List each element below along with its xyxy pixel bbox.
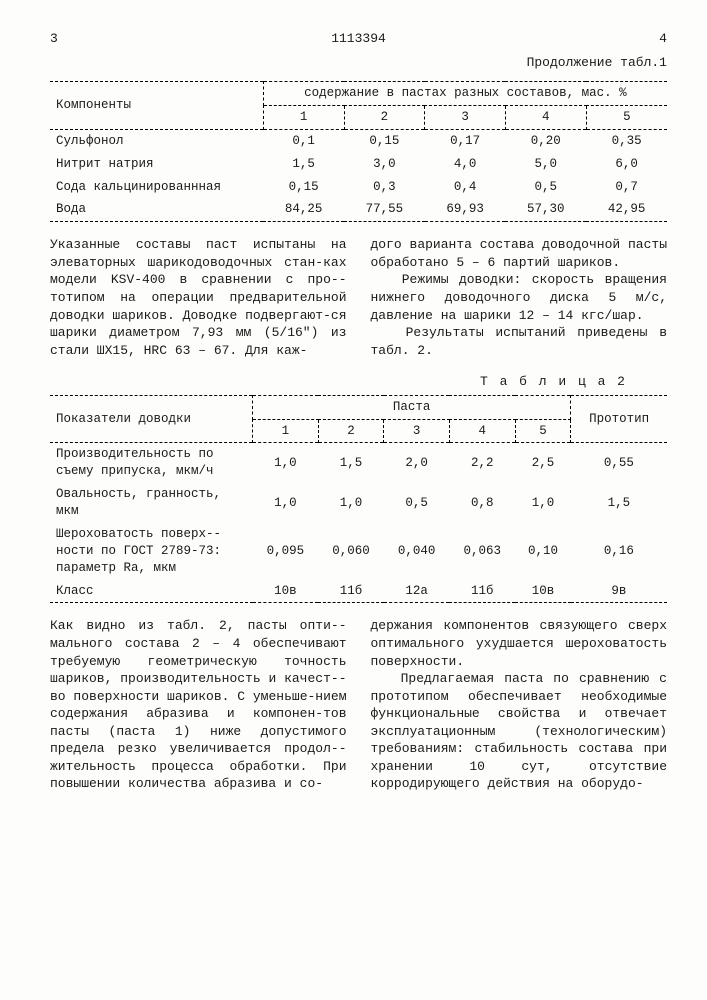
t2-band-label: Паста [253, 395, 571, 419]
t1-col: 3 [425, 105, 506, 129]
t1-cell: 77,55 [344, 198, 425, 221]
t1-cell: 1,5 [263, 153, 344, 176]
t1-cell: 0,4 [425, 176, 506, 199]
table-2: Показатели доводки Паста Прототип 12345 … [50, 395, 667, 604]
t1-band-label: содержание в пастах разных составов, мас… [263, 82, 667, 106]
t1-cell: 57,30 [505, 198, 586, 221]
page-right: 4 [659, 30, 667, 48]
t1-col: 2 [344, 105, 425, 129]
t1-cell: 0,35 [586, 129, 667, 152]
bot-right: держания компонентов связующего сверх оп… [371, 617, 668, 792]
continuation-label: Продолжение табл.1 [50, 54, 667, 72]
t2-cell: 0,095 [253, 523, 319, 580]
t2-cell: 1,0 [318, 483, 384, 523]
bot-left: Как видно из табл. 2, пасты опти-­мально… [50, 617, 347, 792]
t1-col: 1 [263, 105, 344, 129]
t2-cell: 1,0 [253, 483, 319, 523]
t2-cell: 10в [253, 580, 319, 603]
t1-cell: 0,5 [505, 176, 586, 199]
t2-cell: 10в [515, 580, 571, 603]
t1-cell: 0,15 [344, 129, 425, 152]
t1-row-name: Сульфонол [50, 129, 263, 152]
t2-cell: 11б [318, 580, 384, 603]
t2-cell: 2,0 [384, 443, 450, 483]
t1-cell: 3,0 [344, 153, 425, 176]
t2-cell: 1,5 [571, 483, 667, 523]
t2-proto: Прототип [571, 395, 667, 443]
t1-cell: 0,20 [505, 129, 586, 152]
t2-col: 5 [515, 419, 571, 443]
t2-row-name: Производительность по съему припуска, мк… [50, 443, 253, 483]
t2-cell: 9в [571, 580, 667, 603]
t2-cell: 2,5 [515, 443, 571, 483]
t2-row-name: Овальность, гранность, мкм [50, 483, 253, 523]
t1-cell: 5,0 [505, 153, 586, 176]
t1-cell: 6,0 [586, 153, 667, 176]
mid-right: дого варианта состава доводочной пасты о… [371, 236, 668, 359]
t2-cell: 1,0 [253, 443, 319, 483]
t2-cell: 0,16 [571, 523, 667, 580]
t1-cell: 4,0 [425, 153, 506, 176]
t2-cell: 1,5 [318, 443, 384, 483]
t1-row-name: Сода кальцинированнная [50, 176, 263, 199]
t1-comp-label: Компоненты [50, 82, 263, 130]
t2-row-label: Показатели доводки [50, 395, 253, 443]
t2-row-name: Класс [50, 580, 253, 603]
t1-col: 5 [586, 105, 667, 129]
t2-col: 2 [318, 419, 384, 443]
t2-col: 4 [449, 419, 515, 443]
t1-cell: 0,15 [263, 176, 344, 199]
t2-cell: 0,5 [384, 483, 450, 523]
page-left: 3 [50, 30, 58, 48]
t2-cell: 0,8 [449, 483, 515, 523]
t2-cell: 2,2 [449, 443, 515, 483]
t2-cell: 0,063 [449, 523, 515, 580]
t2-cell: 1,0 [515, 483, 571, 523]
table-1: Компоненты содержание в пастах разных со… [50, 81, 667, 222]
t2-col: 1 [253, 419, 319, 443]
t2-cell: 0,55 [571, 443, 667, 483]
t2-row-name: Шероховатость поверх-­ности по ГОСТ 2789… [50, 523, 253, 580]
t1-cell: 0,17 [425, 129, 506, 152]
t1-row-name: Вода [50, 198, 263, 221]
t1-cell: 84,25 [263, 198, 344, 221]
t2-col: 3 [384, 419, 450, 443]
t2-cell: 12а [384, 580, 450, 603]
t1-cell: 0,7 [586, 176, 667, 199]
mid-left: Указанные составы паст испытаны на элева… [50, 236, 347, 359]
t1-cell: 0,1 [263, 129, 344, 152]
mid-text: Указанные составы паст испытаны на элева… [50, 236, 667, 359]
t1-row-name: Нитрит натрия [50, 153, 263, 176]
t1-cell: 0,3 [344, 176, 425, 199]
t1-cell: 69,93 [425, 198, 506, 221]
bottom-text: Как видно из табл. 2, пасты опти-­мально… [50, 617, 667, 792]
t2-cell: 0,040 [384, 523, 450, 580]
t2-cell: 0,060 [318, 523, 384, 580]
doc-number: 1113394 [331, 30, 386, 48]
t1-cell: 42,95 [586, 198, 667, 221]
table2-caption: Т а б л и ц а 2 [50, 373, 627, 391]
header-row: 3 1113394 4 [50, 30, 667, 48]
t1-col: 4 [505, 105, 586, 129]
t2-cell: 11б [449, 580, 515, 603]
t2-cell: 0,10 [515, 523, 571, 580]
